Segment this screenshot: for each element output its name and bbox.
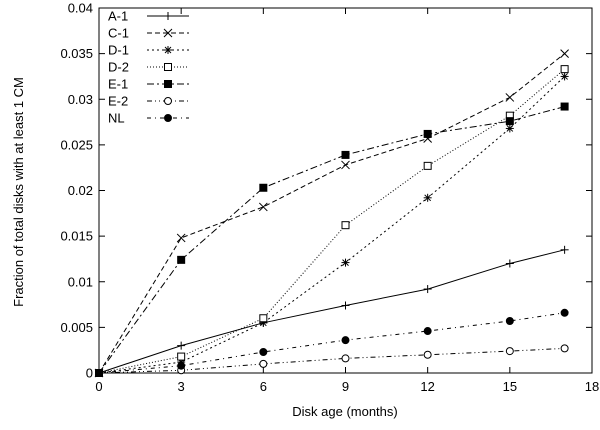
legend-label-nl: NL (108, 111, 125, 126)
data-point-c-1 (176, 233, 186, 243)
legend-marker-c-1 (163, 28, 173, 38)
data-point-nl (423, 327, 432, 336)
data-point-c-1 (560, 49, 569, 58)
data-point-e-2 (505, 347, 514, 356)
y-tick-label: 0.025 (60, 137, 93, 152)
data-point-a-1 (505, 259, 514, 268)
x-tick-label: 18 (585, 379, 599, 394)
legend-label-a-1: A-1 (108, 9, 128, 24)
marker-stroke (506, 125, 514, 132)
data-point-e-2 (423, 350, 432, 359)
legend-marker-e-2 (164, 97, 172, 105)
marker-stroke (176, 233, 186, 243)
data-point-nl (95, 369, 103, 377)
data-point-d-1 (560, 72, 569, 81)
marker-stroke (560, 49, 569, 58)
legend-label-d-2: D-2 (108, 60, 129, 75)
data-point-d-2 (259, 314, 268, 323)
legend-label-c-1: C-1 (108, 26, 129, 41)
data-point-d-1 (341, 258, 350, 267)
y-axis-title: Fraction of total disks with at least 1 … (11, 77, 26, 307)
data-point-c-1 (258, 202, 268, 212)
data-point-e-1 (177, 255, 186, 264)
marker-stroke (341, 160, 350, 170)
data-point-d-2 (560, 65, 569, 74)
series-line-e-2 (98, 347, 565, 374)
data-point-e-1 (560, 102, 569, 111)
data-point-nl (341, 336, 350, 345)
data-point-d-1 (505, 124, 514, 133)
legend-label-e-1: E-1 (108, 77, 128, 92)
y-tick-label: 0.02 (68, 183, 93, 198)
data-point-a-1 (560, 245, 569, 254)
x-tick-label: 0 (95, 379, 102, 394)
series-line-e-1 (98, 106, 565, 374)
data-point-a-1 (177, 341, 186, 350)
y-tick-label: 0.035 (60, 46, 93, 61)
data-point-a-1 (341, 301, 350, 310)
data-point-d-1 (423, 193, 432, 202)
marker-stroke (424, 194, 432, 202)
data-point-e-1 (423, 129, 432, 138)
data-point-nl (259, 348, 268, 357)
y-tick-label: 0.04 (68, 1, 93, 16)
y-tick-label: 0.015 (60, 229, 93, 244)
data-point-d-2 (177, 352, 186, 361)
x-axis-title: Disk age (months) (292, 404, 397, 419)
x-tick-label: 6 (260, 379, 267, 394)
data-point-e-2 (259, 359, 268, 368)
marker-stroke (163, 28, 173, 38)
legend-marker-d-2 (164, 63, 172, 71)
data-point-e-1 (341, 150, 350, 159)
data-point-c-1 (505, 93, 515, 102)
data-point-e-2 (560, 344, 569, 353)
legend-marker-d-1 (164, 46, 172, 54)
x-tick-label: 3 (178, 379, 185, 394)
data-point-e-2 (341, 354, 350, 363)
legend-label-e-2: E-2 (108, 94, 128, 109)
data-point-a-1 (423, 285, 432, 294)
data-point-nl (177, 361, 186, 370)
legend-label-d-1: D-1 (108, 43, 129, 58)
y-tick-label: 0.005 (60, 320, 93, 335)
series-line-a-1 (98, 249, 565, 374)
plot-frame (98, 7, 593, 374)
data-point-d-2 (341, 221, 350, 230)
data-point-nl (560, 308, 569, 317)
marker-stroke (164, 46, 172, 54)
data-point-e-1 (505, 117, 514, 126)
marker-stroke (258, 202, 268, 212)
x-tick-label: 9 (342, 379, 349, 394)
legend-marker-e-1 (164, 80, 172, 88)
y-tick-label: 0.01 (68, 274, 93, 289)
data-point-nl (505, 316, 514, 325)
marker-stroke (561, 73, 568, 80)
marker-stroke (342, 259, 349, 266)
y-tick-label: 0.03 (68, 92, 93, 107)
legend-marker-a-1 (164, 12, 172, 20)
marker-stroke (505, 93, 515, 102)
data-point-c-1 (341, 160, 350, 170)
x-tick-label: 15 (503, 379, 517, 394)
y-tick-label: 0 (86, 366, 93, 381)
legend-marker-nl (164, 114, 172, 122)
data-point-e-1 (259, 183, 268, 192)
data-point-d-2 (423, 161, 432, 170)
x-tick-label: 12 (420, 379, 434, 394)
